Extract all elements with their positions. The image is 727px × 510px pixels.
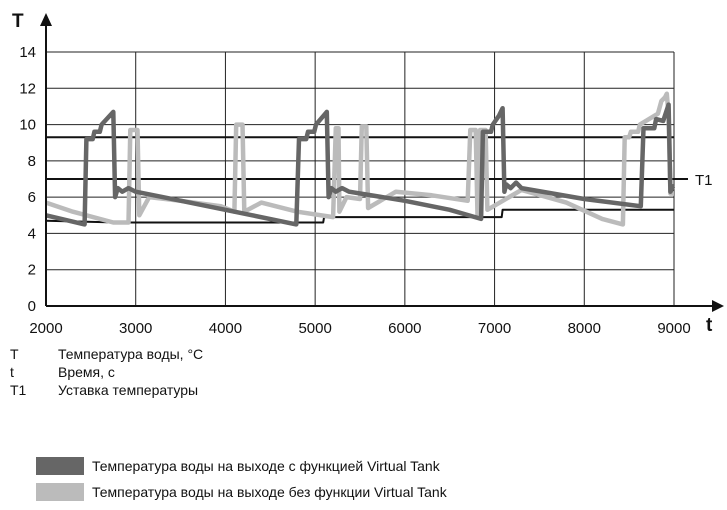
note-symbol: T1: [10, 382, 27, 398]
note-symbol: T: [10, 346, 19, 362]
y-tick-label: 10: [19, 117, 36, 134]
note-text: Температура воды, °C: [58, 346, 204, 362]
x-tick-label: 7000: [478, 320, 511, 337]
y-tick-label: 12: [19, 80, 36, 97]
legend-item: Температура воды на выходе без функции V…: [36, 481, 447, 502]
note-symbol: t: [10, 364, 14, 380]
x-tick-label: 6000: [388, 320, 421, 337]
x-axis-arrow-icon: [712, 300, 724, 312]
x-tick-label: 5000: [298, 320, 331, 337]
y-axis-arrow-icon: [40, 13, 52, 26]
axes: [40, 13, 724, 312]
y-tick-label: 8: [28, 153, 36, 170]
note-row: T1 Уставка температуры: [10, 381, 203, 399]
legend-swatch: [36, 482, 84, 501]
x-axis-symbol: t: [706, 315, 713, 336]
series-line: [45, 91, 674, 227]
t1-reference-label: T1: [695, 172, 713, 189]
y-tick-label: 2: [28, 262, 36, 279]
legend: Температура воды на выходе с функцией Vi…: [36, 455, 447, 507]
legend-swatch: [36, 456, 84, 475]
x-tick-label: 8000: [568, 320, 601, 337]
legend-label: Температура воды на выходе без функции V…: [92, 483, 447, 500]
y-tick-label: 0: [28, 298, 36, 315]
symbol-notes: T Температура воды, °C t Время, с T1 Уст…: [10, 345, 203, 399]
y-tick-label: 6: [28, 189, 36, 206]
y-axis-symbol: T: [12, 11, 24, 32]
x-tick-label: 9000: [657, 320, 690, 337]
note-text: Уставка температуры: [58, 382, 199, 398]
y-tick-label: 14: [19, 44, 36, 61]
x-tick-label: 3000: [119, 320, 152, 337]
note-row: T Температура воды, °C: [10, 345, 203, 363]
legend-item: Температура воды на выходе с функцией Vi…: [36, 455, 447, 476]
x-tick-label: 4000: [209, 320, 242, 337]
y-tick-label: 4: [28, 225, 36, 242]
x-tick-label: 2000: [29, 320, 62, 337]
line-chart: 0 2 4 6 8 10 12 14 2000 3000 4000 5000 6000 7000 8000 9…: [12, 11, 724, 337]
series-lines: [45, 91, 676, 227]
note-text: Время, с: [58, 364, 115, 380]
legend-label: Температура воды на выходе с функцией Vi…: [92, 457, 440, 474]
note-row: t Время, с: [10, 363, 203, 381]
series-line: [45, 102, 676, 227]
tick-labels: 0 2 4 6 8 10 12 14 2000 3000 4000 5000 6000 7000 8000 9…: [19, 44, 690, 337]
